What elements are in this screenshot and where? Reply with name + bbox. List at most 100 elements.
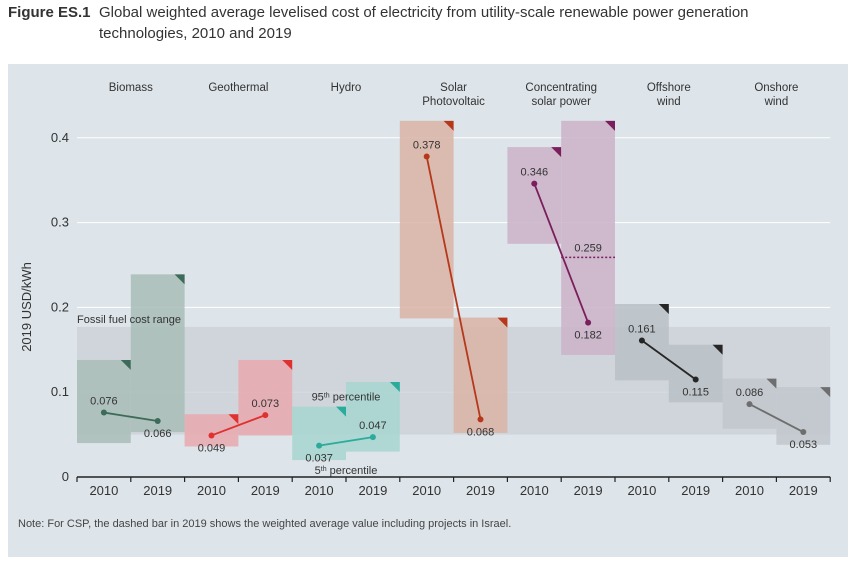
x-tick-label: 2019 — [251, 483, 280, 498]
series-line — [103, 411, 158, 422]
technology-label: Photovoltaic — [422, 96, 485, 108]
data-point — [369, 434, 376, 441]
data-label: 0.053 — [790, 439, 818, 451]
data-point — [477, 416, 484, 423]
x-tick-label: 2010 — [197, 483, 226, 498]
range-bar — [453, 317, 508, 433]
corner-marker — [658, 304, 669, 315]
p95-annotation: 95th percentile — [312, 392, 381, 404]
technology-label: wind — [656, 96, 681, 108]
csp-israel-label: 0.259 — [574, 242, 602, 254]
data-label: 0.115 — [682, 386, 709, 398]
data-point — [531, 180, 538, 187]
x-tick-label: 2010 — [520, 483, 549, 498]
figure-label: Figure ES.1 — [8, 4, 91, 21]
range-bars — [77, 120, 831, 461]
data-point — [692, 376, 699, 383]
data-point — [262, 412, 269, 419]
data-point — [208, 432, 215, 439]
data-label: 0.378 — [413, 139, 441, 151]
technology-label: Biomass — [109, 82, 153, 94]
range-bar — [77, 359, 131, 444]
corner-marker — [820, 387, 831, 398]
corner-marker — [282, 359, 293, 370]
corner-marker — [120, 359, 131, 370]
x-tick-label: 2010 — [735, 483, 764, 498]
corner-marker — [174, 274, 185, 285]
data-label: 0.073 — [252, 398, 280, 410]
series-line — [211, 414, 266, 437]
x-tick-label: 2010 — [627, 483, 656, 498]
series-line — [749, 403, 804, 433]
technology-label: Hydro — [331, 82, 362, 94]
figure-title: Global weighted average levelised cost o… — [99, 4, 749, 42]
data-point — [746, 401, 753, 408]
technology-label: solar power — [531, 96, 591, 108]
corner-marker — [228, 414, 239, 425]
series-lines — [100, 153, 807, 449]
y-tick-label: 0.2 — [51, 299, 69, 314]
x-tick-label: 2010 — [305, 483, 334, 498]
axes: 0 0.1 0.2 0.3 0.4 2019 USD/kWh 2010 2019 2010 201… — [19, 130, 831, 498]
data-point — [423, 153, 430, 160]
corner-marker — [605, 120, 615, 131]
data-point — [316, 442, 323, 449]
technology-label: Geothermal — [208, 82, 268, 94]
range-bar — [292, 406, 346, 461]
data-label: 0.161 — [628, 323, 656, 335]
data-label: 0.346 — [521, 167, 549, 179]
range-bar — [184, 414, 239, 447]
fossil-fuel-label: Fossil fuel cost range — [77, 314, 181, 326]
x-tick-label: 2019 — [574, 483, 603, 498]
x-tick-label: 2019 — [789, 483, 818, 498]
data-point — [638, 337, 645, 344]
technology-label: Solar — [440, 82, 467, 94]
range-bar — [238, 359, 293, 436]
x-tick-label: 2019 — [466, 483, 495, 498]
y-tick-label: 0.4 — [51, 130, 69, 145]
y-tick-label: 0 — [62, 469, 69, 484]
corner-marker — [336, 406, 346, 417]
range-bar — [668, 344, 723, 403]
series-line — [533, 183, 589, 323]
corner-marker — [443, 120, 454, 131]
data-label: 0.047 — [359, 420, 387, 432]
y-tick-label: 0.3 — [51, 215, 69, 230]
data-label: 0.076 — [90, 396, 118, 408]
x-tick-label: 2019 — [681, 483, 710, 498]
range-bar — [776, 387, 831, 445]
y-tick-label: 0.1 — [51, 384, 69, 399]
data-point — [585, 319, 592, 326]
x-tick-label: 2010 — [89, 483, 118, 498]
chart-note: Note: For CSP, the dashed bar in 2019 sh… — [18, 518, 512, 530]
data-label: 0.037 — [305, 453, 333, 465]
data-labels: Fossil fuel cost range Biomass 0.076 0.066 G… — [77, 82, 817, 477]
data-label: 0.068 — [467, 426, 495, 438]
series-line — [318, 436, 374, 447]
corner-marker — [712, 344, 723, 355]
technology-label: Onshore — [754, 82, 798, 94]
x-tick-label: 2019 — [358, 483, 387, 498]
x-tick-label: 2019 — [143, 483, 172, 498]
data-label: 0.086 — [736, 387, 764, 399]
technology-label: Concentrating — [525, 82, 597, 94]
corner-marker — [497, 317, 508, 328]
corner-marker — [551, 147, 562, 158]
data-label: 0.049 — [198, 442, 226, 454]
p5-annotation: 5th percentile — [315, 465, 378, 477]
y-axis-label: 2019 USD/kWh — [19, 262, 34, 352]
data-point — [800, 429, 807, 436]
data-point — [100, 409, 107, 416]
corner-marker — [766, 378, 777, 389]
series-line — [641, 339, 697, 381]
range-bar — [130, 274, 185, 433]
x-tick-label: 2010 — [412, 483, 441, 498]
series-line — [425, 156, 482, 420]
data-label: 0.182 — [574, 330, 602, 342]
data-label: 0.066 — [144, 428, 172, 440]
technology-label: Offshore — [647, 82, 691, 94]
corner-marker — [389, 382, 400, 393]
range-bar — [507, 147, 562, 244]
range-bar — [561, 120, 615, 355]
